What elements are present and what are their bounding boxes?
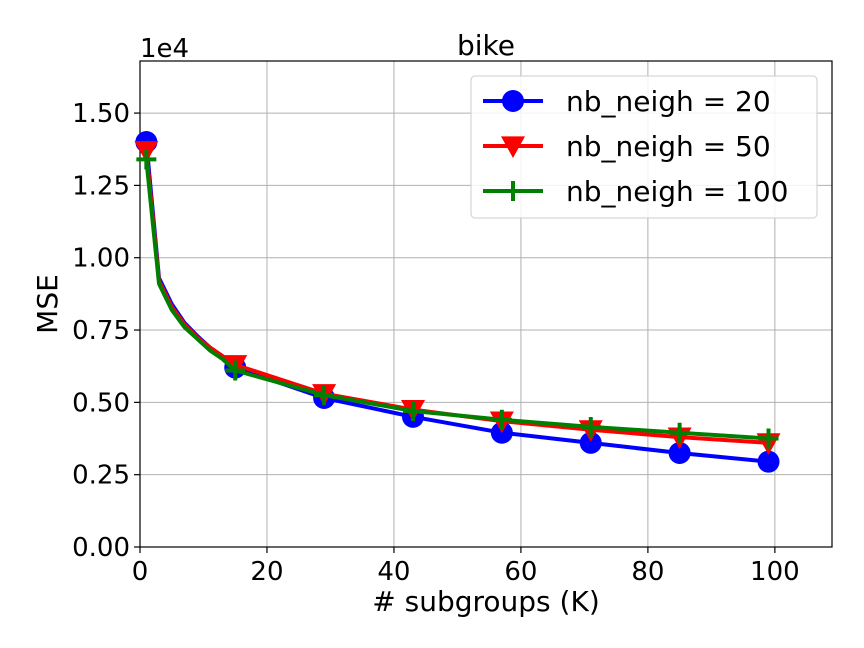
- y-offset-text: 1e4: [140, 34, 189, 64]
- y-tick-label: 1.25: [72, 171, 130, 201]
- chart-title: bike: [457, 29, 515, 62]
- data-point: [491, 409, 512, 430]
- legend-marker: [502, 90, 524, 112]
- y-tick-label: 1.50: [72, 99, 130, 129]
- data-point: [225, 360, 246, 381]
- series-group: [136, 149, 779, 449]
- legend-label: nb_neigh = 20: [566, 85, 771, 118]
- data-point: [314, 385, 335, 406]
- plot-frame: [139, 60, 833, 548]
- axis-ticks: 0 20 40 60 80 100 0.00 0.25 0.50 0.75 1.00 1.25 1.50: [72, 99, 800, 587]
- data-point: [402, 401, 423, 422]
- y-tick-label: 0.75: [72, 316, 130, 346]
- data-point: [758, 428, 779, 449]
- data-point: [580, 416, 601, 437]
- series-line: [144, 159, 769, 441]
- legend-label: nb_neigh = 50: [566, 130, 771, 163]
- y-tick-label: 0.00: [72, 533, 130, 563]
- y-tick-label: 1.00: [72, 244, 130, 274]
- legend-label: nb_neigh = 100: [566, 175, 789, 208]
- data-point: [579, 431, 602, 454]
- x-tick-label: 20: [250, 557, 283, 587]
- x-tick-label: 40: [377, 557, 410, 587]
- x-tick-label: 80: [631, 557, 664, 587]
- legend-marker: [503, 181, 523, 201]
- x-tick-label: 0: [132, 557, 149, 587]
- y-tick-label: 0.50: [72, 388, 130, 418]
- legend-item: nb_neigh = 100: [483, 175, 789, 208]
- x-axis-label: # subgroups (K): [372, 585, 600, 618]
- y-tick-label: 0.25: [72, 461, 130, 491]
- legend: nb_neigh = 20 nb_neigh = 50 nb_neigh = 100: [470, 75, 818, 219]
- legend-item: nb_neigh = 20: [483, 85, 771, 118]
- y-axis-label: MSE: [31, 274, 64, 334]
- data-point: [757, 450, 780, 473]
- legend-marker: [501, 136, 525, 158]
- legend-box: [470, 75, 818, 219]
- data-point: [669, 422, 690, 443]
- legend-item: nb_neigh = 50: [483, 130, 771, 163]
- x-tick-label: 60: [504, 557, 537, 587]
- data-point: [668, 441, 691, 464]
- series-layer: [134, 131, 781, 473]
- data-point: [136, 149, 157, 170]
- x-tick-label: 100: [750, 557, 800, 587]
